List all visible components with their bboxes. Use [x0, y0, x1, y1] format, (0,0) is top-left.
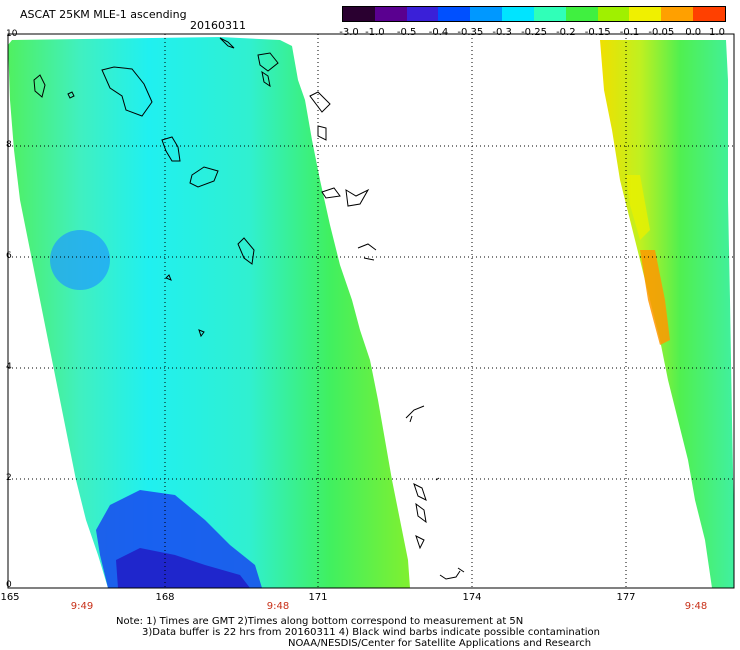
- note-line-2: 3)Data buffer is 22 hrs from 20160311 4)…: [142, 627, 600, 638]
- colorbar-label: -0.35: [457, 27, 484, 38]
- y-tick-label: 8: [6, 140, 12, 150]
- colorbar: [342, 6, 726, 22]
- y-tick-label: 2: [6, 473, 12, 483]
- colorbar-segment: [343, 7, 375, 21]
- colorbar-segment: [343, 7, 725, 21]
- colorbar-label: -0.25: [521, 27, 547, 38]
- colorbar-segment: [597, 7, 630, 21]
- pass-time: 9:48: [266, 601, 290, 612]
- colorbar-label: -0.2: [556, 27, 576, 38]
- colorbar-segment: [661, 7, 694, 21]
- colorbar-label: 0.0: [685, 27, 702, 38]
- x-tick-label: 165: [0, 592, 20, 603]
- colorbar-label: -0.1: [619, 27, 640, 38]
- colorbar-label: -0.3: [492, 27, 512, 38]
- map-date: 20160311: [190, 19, 246, 32]
- y-tick-label: 4: [6, 362, 12, 372]
- colorbar-segment: [565, 7, 598, 21]
- colorbar-segment: [438, 7, 471, 21]
- colorbar-segment: [629, 7, 662, 21]
- swath-a-west-patch: [50, 230, 110, 290]
- colorbar-label: -3.0: [339, 27, 359, 38]
- coastlines: [33, 37, 465, 580]
- colorbar-segment: [502, 7, 534, 21]
- swath-b-yellow-edge: [626, 175, 650, 240]
- colorbar-label: -0.15: [584, 27, 611, 38]
- x-tick-label: 177: [616, 592, 636, 603]
- pass-time: 9:48: [684, 601, 708, 612]
- x-tick-label: 168: [155, 592, 175, 603]
- colorbar-label: -1.0: [365, 27, 385, 38]
- swath-a: [8, 37, 410, 588]
- y-tick-label: 6: [6, 251, 12, 261]
- map-title: ASCAT 25KM MLE-1 ascending: [20, 8, 187, 21]
- note-line-1: Note: 1) Times are GMT 2)Times along bot…: [116, 616, 524, 627]
- colorbar-label: 1.0: [709, 27, 725, 38]
- colorbar-segment: [533, 7, 566, 21]
- swath-b: [600, 40, 734, 588]
- swath-b-orange-edge: [640, 250, 670, 345]
- map-frame: [7, 33, 735, 589]
- colorbar-label: -0.4: [428, 27, 449, 38]
- colorbar-segment: [470, 7, 503, 21]
- y-tick-label: 10: [6, 29, 18, 39]
- x-tick-label: 174: [462, 592, 482, 603]
- colorbar-segment: [693, 7, 725, 21]
- colorbar-segment: [406, 7, 439, 21]
- x-tick-label: 171: [308, 592, 328, 603]
- colorbar-label: -0.5: [396, 27, 417, 38]
- note-line-3: NOAA/NESDIS/Center for Satellite Applica…: [288, 638, 592, 649]
- swath-a-min-core: [116, 548, 250, 588]
- y-tick-label: 0: [6, 580, 12, 590]
- pass-time: 9:49: [70, 601, 94, 612]
- colorbar-segment: [374, 7, 407, 21]
- colorbar-label: -0.05: [648, 27, 675, 38]
